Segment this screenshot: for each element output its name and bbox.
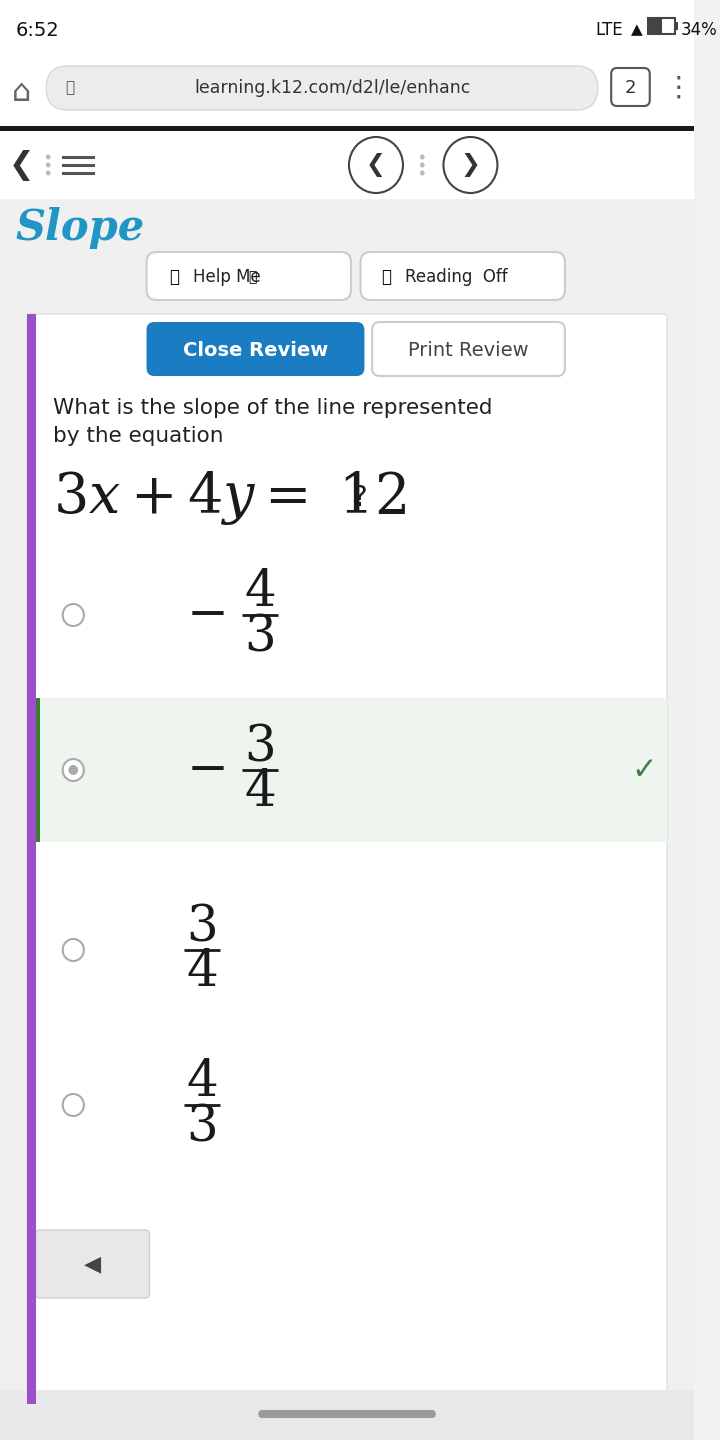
FancyBboxPatch shape: [27, 314, 667, 1404]
FancyBboxPatch shape: [0, 1390, 694, 1440]
Circle shape: [349, 137, 403, 193]
FancyBboxPatch shape: [147, 252, 351, 300]
Text: 4: 4: [186, 1058, 218, 1107]
Circle shape: [63, 603, 84, 626]
Text: 4: 4: [244, 768, 276, 816]
Text: ◀: ◀: [84, 1254, 101, 1274]
Text: LTE: LTE: [595, 22, 624, 39]
FancyBboxPatch shape: [611, 68, 649, 107]
FancyBboxPatch shape: [0, 127, 694, 131]
FancyBboxPatch shape: [27, 314, 36, 1404]
Text: ?: ?: [352, 484, 366, 513]
Text: 3: 3: [244, 723, 276, 772]
FancyBboxPatch shape: [0, 199, 694, 1440]
FancyBboxPatch shape: [46, 66, 598, 109]
Text: Slope: Slope: [15, 207, 145, 249]
Text: 3: 3: [186, 903, 218, 952]
Text: Close Review: Close Review: [183, 340, 328, 360]
FancyBboxPatch shape: [361, 252, 565, 300]
FancyBboxPatch shape: [36, 1230, 150, 1297]
Text: 🔒: 🔒: [66, 81, 75, 95]
Text: ✓: ✓: [631, 756, 657, 785]
Text: 34%: 34%: [680, 22, 717, 39]
Text: learning.k12.com/d2l/le/enhanc: learning.k12.com/d2l/le/enhanc: [194, 79, 471, 96]
Circle shape: [46, 163, 50, 167]
Text: Print Review: Print Review: [408, 340, 528, 360]
Circle shape: [63, 939, 84, 960]
Text: $3x + 4y = \ 12$: $3x + 4y = \ 12$: [53, 469, 406, 527]
Text: 🎧: 🎧: [381, 268, 391, 287]
FancyBboxPatch shape: [36, 698, 667, 842]
Circle shape: [46, 154, 50, 160]
Text: Reading  Off: Reading Off: [405, 268, 508, 287]
Text: 🖐: 🖐: [168, 268, 179, 287]
Text: ❯: ❯: [461, 153, 480, 177]
Text: ⌂: ⌂: [12, 78, 31, 107]
FancyBboxPatch shape: [649, 19, 662, 33]
Text: 3: 3: [186, 1103, 218, 1152]
Text: ❮: ❮: [9, 150, 34, 180]
FancyBboxPatch shape: [0, 58, 694, 127]
FancyBboxPatch shape: [0, 131, 694, 199]
FancyBboxPatch shape: [675, 22, 678, 30]
FancyBboxPatch shape: [0, 0, 694, 58]
Circle shape: [63, 1094, 84, 1116]
Text: What is the slope of the line represented: What is the slope of the line represente…: [53, 397, 492, 418]
Circle shape: [63, 759, 84, 780]
Circle shape: [420, 170, 425, 176]
Text: Help Me: Help Me: [193, 268, 261, 287]
Text: 3: 3: [244, 612, 276, 662]
Text: 6:52: 6:52: [15, 20, 59, 39]
Circle shape: [68, 765, 78, 775]
Circle shape: [444, 137, 498, 193]
FancyBboxPatch shape: [36, 698, 40, 842]
FancyBboxPatch shape: [147, 323, 364, 376]
Text: ▲: ▲: [631, 23, 642, 37]
FancyBboxPatch shape: [258, 1410, 436, 1418]
Circle shape: [46, 170, 50, 176]
Text: 4: 4: [244, 567, 276, 618]
Text: by the equation: by the equation: [53, 426, 223, 446]
Circle shape: [420, 154, 425, 160]
Circle shape: [420, 163, 425, 167]
Text: 2: 2: [625, 79, 636, 96]
FancyBboxPatch shape: [372, 323, 565, 376]
Text: 📋: 📋: [248, 271, 257, 284]
Text: 4: 4: [186, 948, 218, 996]
Text: −: −: [187, 590, 229, 639]
Text: ⋮: ⋮: [665, 73, 693, 102]
Text: ❮: ❮: [366, 153, 386, 177]
Text: −: −: [187, 746, 229, 795]
